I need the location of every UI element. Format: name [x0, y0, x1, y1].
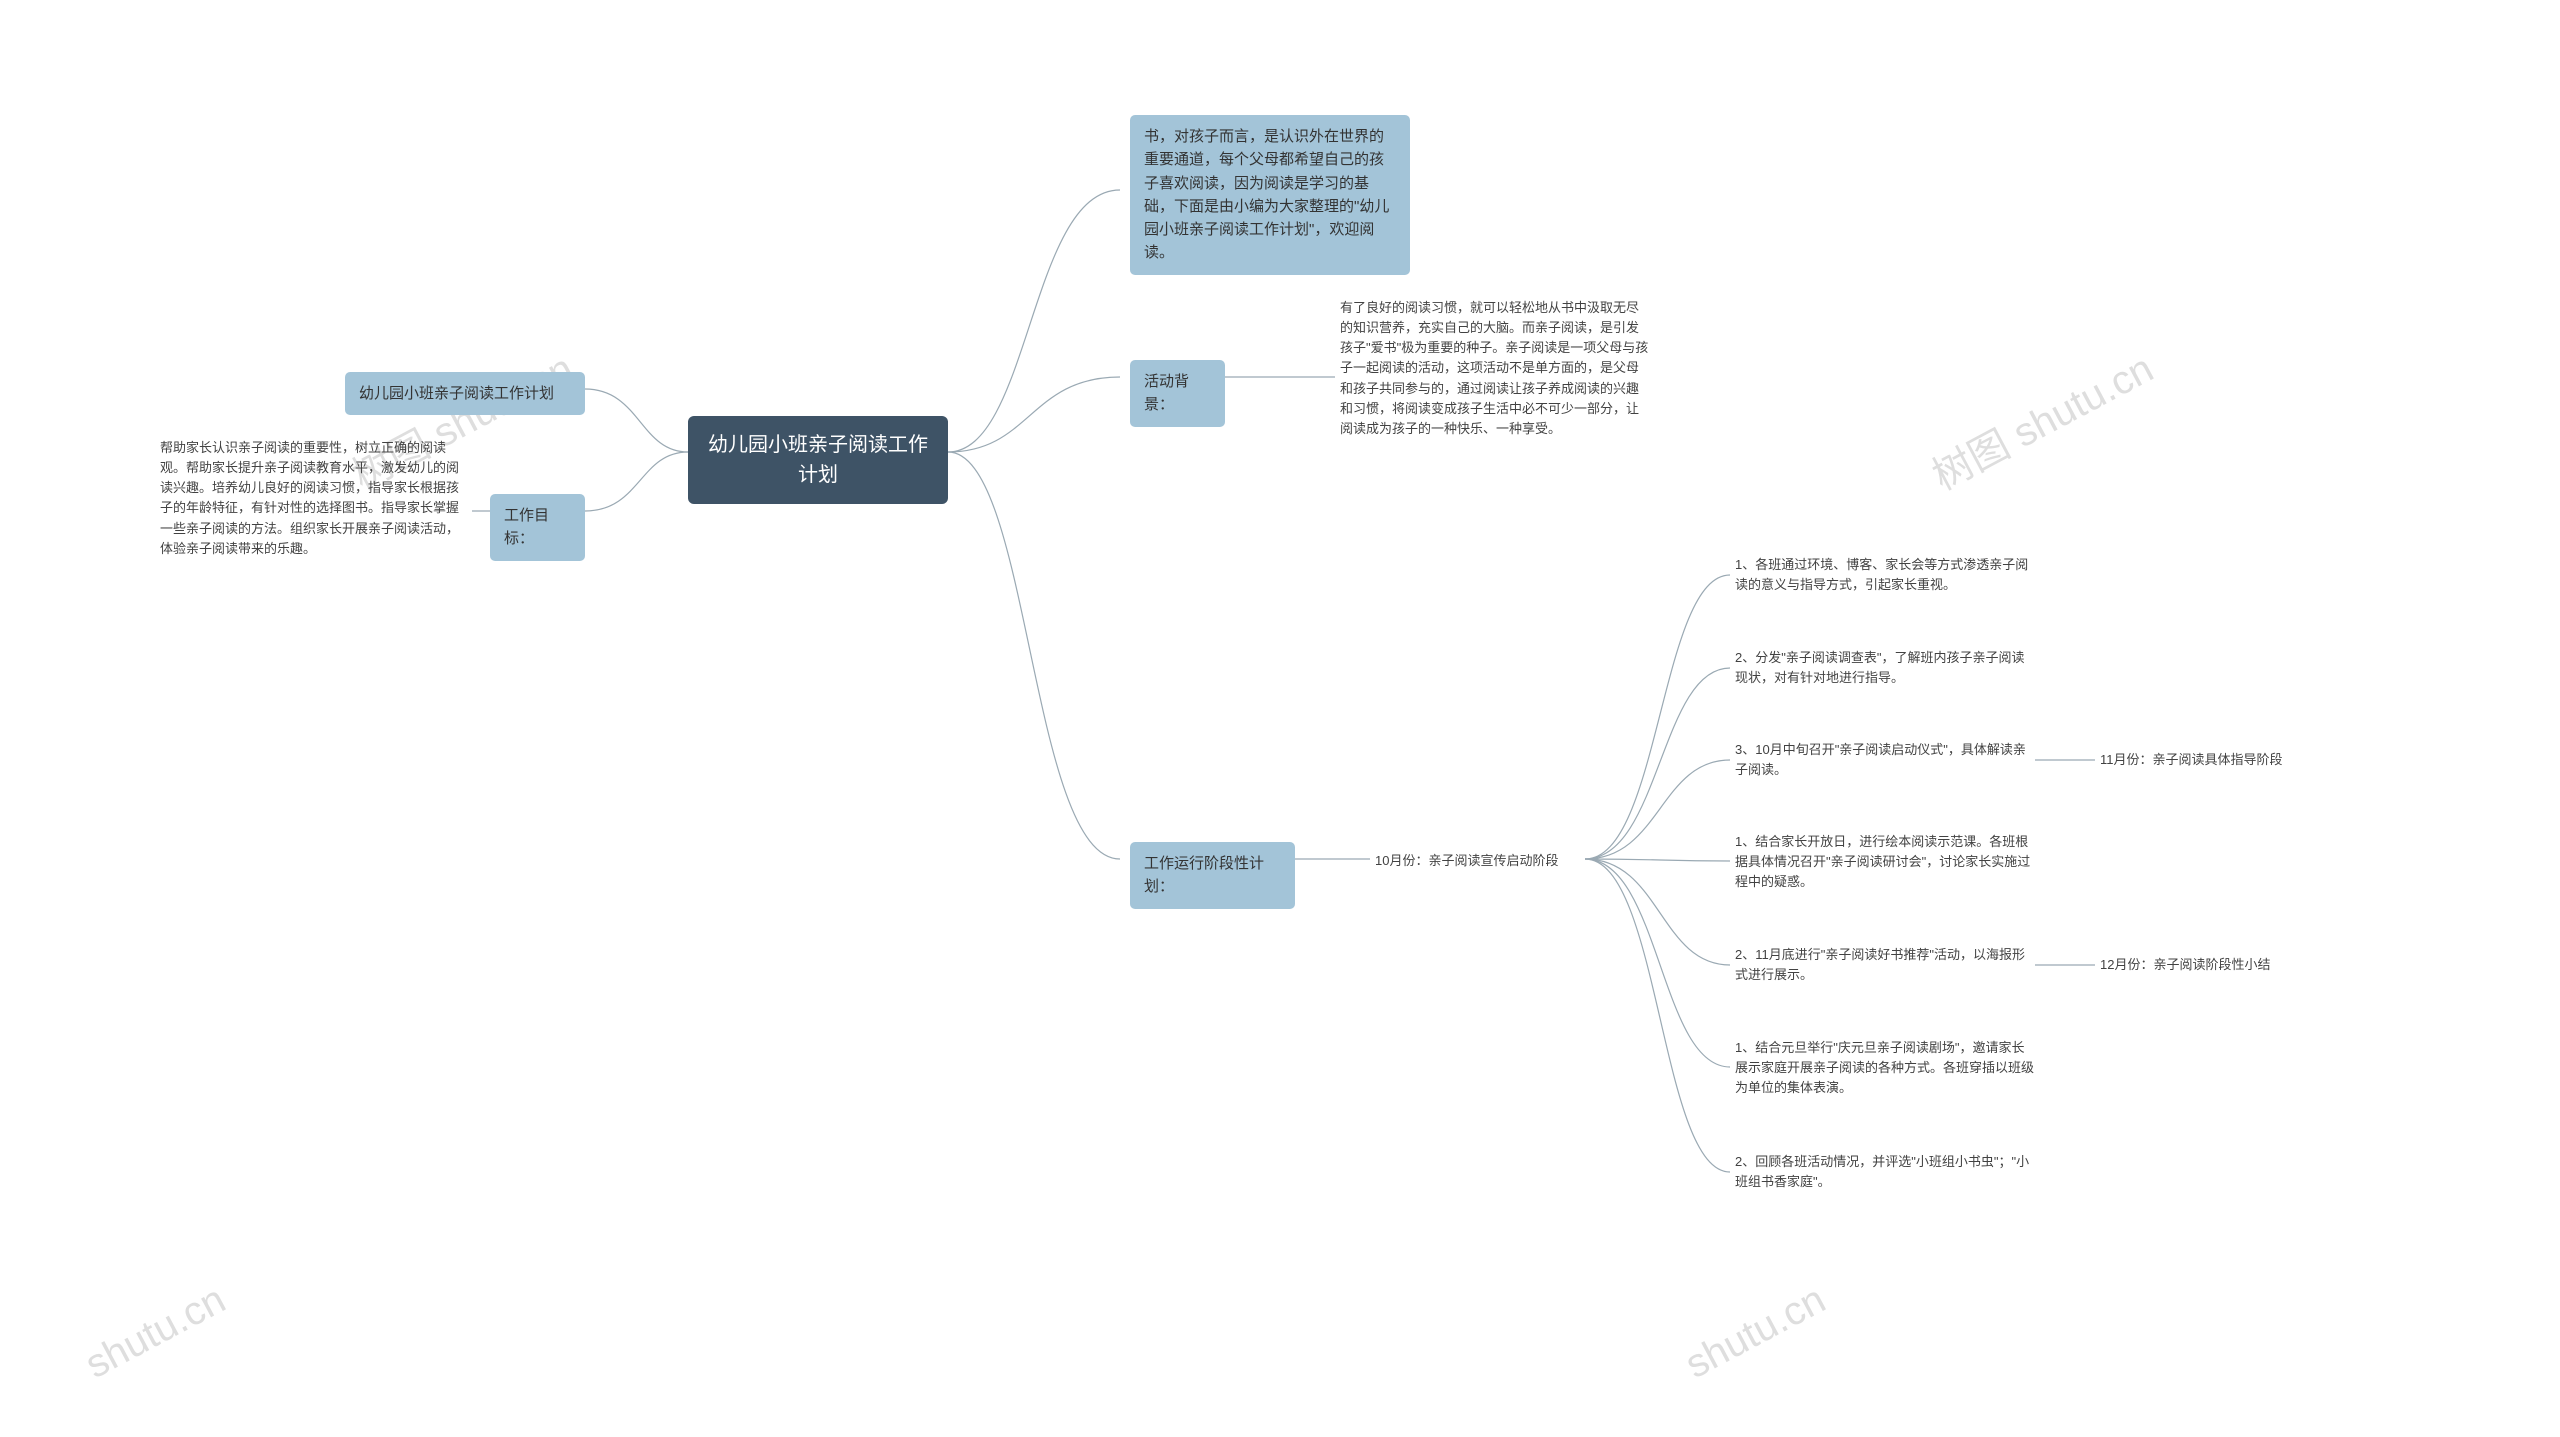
oct-item-7: 2、回顾各班活动情况，并评选"小班组小书虫"；"小班组书香家庭"。 — [1735, 1152, 2035, 1192]
left-title-label: 幼儿园小班亲子阅读工作计划 — [359, 385, 554, 402]
oct-label-node: 10月份：亲子阅读宣传启动阶段 — [1375, 851, 1585, 871]
watermark: shutu.cn — [1678, 1277, 1833, 1388]
goal-label-node[interactable]: 工作目标： — [490, 494, 585, 561]
oct-item-5: 2、11月底进行"亲子阅读好书推荐"活动，以海报形式进行展示。 — [1735, 945, 2035, 985]
bg-label-text: 活动背景： — [1144, 373, 1189, 413]
oct-item-2-text: 2、分发"亲子阅读调查表"，了解班内孩子亲子阅读现状，对有针对地进行指导。 — [1735, 650, 2024, 685]
oct-item-1: 1、各班通过环境、博客、家长会等方式渗透亲子阅读的意义与指导方式，引起家长重视。 — [1735, 555, 2035, 595]
bg-text-node: 有了良好的阅读习惯，就可以轻松地从书中汲取无尽的知识营养，充实自己的大脑。而亲子… — [1340, 298, 1650, 439]
nov-label-text: 11月份：亲子阅读具体指导阶段 — [2100, 752, 2283, 767]
plan-label-text: 工作运行阶段性计划： — [1144, 855, 1264, 895]
oct-item-5-text: 2、11月底进行"亲子阅读好书推荐"活动，以海报形式进行展示。 — [1735, 947, 2025, 982]
left-title-node[interactable]: 幼儿园小班亲子阅读工作计划 — [345, 372, 585, 415]
oct-item-2: 2、分发"亲子阅读调查表"，了解班内孩子亲子阅读现状，对有针对地进行指导。 — [1735, 648, 2035, 688]
oct-item-7-text: 2、回顾各班活动情况，并评选"小班组小书虫"；"小班组书香家庭"。 — [1735, 1154, 2029, 1189]
oct-item-4: 1、结合家长开放日，进行绘本阅读示范课。各班根据具体情况召开"亲子阅读研讨会"，… — [1735, 832, 2035, 892]
oct-item-3: 3、10月中旬召开"亲子阅读启动仪式"，具体解读亲子阅读。 — [1735, 740, 2035, 780]
oct-item-1-text: 1、各班通过环境、博客、家长会等方式渗透亲子阅读的意义与指导方式，引起家长重视。 — [1735, 557, 2028, 592]
dec-label-node: 12月份：亲子阅读阶段性小结 — [2100, 955, 2300, 975]
intro-text: 书，对孩子而言，是认识外在世界的重要通道，每个父母都希望自己的孩子喜欢阅读，因为… — [1144, 128, 1389, 261]
watermark: shutu.cn — [78, 1277, 233, 1388]
oct-item-4-text: 1、结合家长开放日，进行绘本阅读示范课。各班根据具体情况召开"亲子阅读研讨会"，… — [1735, 834, 2030, 889]
nov-label-node: 11月份：亲子阅读具体指导阶段 — [2100, 750, 2310, 770]
oct-item-6: 1、结合元旦举行"庆元旦亲子阅读剧场"，邀请家长展示家庭开展亲子阅读的各种方式。… — [1735, 1038, 2035, 1098]
bg-label-node[interactable]: 活动背景： — [1130, 360, 1225, 427]
watermark: 树图 shutu.cn — [1921, 337, 2162, 502]
goal-text: 帮助家长认识亲子阅读的重要性，树立正确的阅读观。帮助家长提升亲子阅读教育水平，激… — [160, 440, 459, 556]
dec-label-text: 12月份：亲子阅读阶段性小结 — [2100, 957, 2270, 972]
oct-item-6-text: 1、结合元旦举行"庆元旦亲子阅读剧场"，邀请家长展示家庭开展亲子阅读的各种方式。… — [1735, 1040, 2034, 1095]
bg-text: 有了良好的阅读习惯，就可以轻松地从书中汲取无尽的知识营养，充实自己的大脑。而亲子… — [1340, 300, 1648, 436]
plan-label-node[interactable]: 工作运行阶段性计划： — [1130, 842, 1295, 909]
goal-label-text: 工作目标： — [504, 507, 549, 547]
mindmap-center-node[interactable]: 幼儿园小班亲子阅读工作计划 — [688, 416, 948, 504]
intro-node[interactable]: 书，对孩子而言，是认识外在世界的重要通道，每个父母都希望自己的孩子喜欢阅读，因为… — [1130, 115, 1410, 275]
goal-text-node: 帮助家长认识亲子阅读的重要性，树立正确的阅读观。帮助家长提升亲子阅读教育水平，激… — [160, 438, 470, 559]
oct-item-3-text: 3、10月中旬召开"亲子阅读启动仪式"，具体解读亲子阅读。 — [1735, 742, 2026, 777]
center-label: 幼儿园小班亲子阅读工作计划 — [708, 434, 928, 486]
oct-label-text: 10月份：亲子阅读宣传启动阶段 — [1375, 853, 1558, 868]
